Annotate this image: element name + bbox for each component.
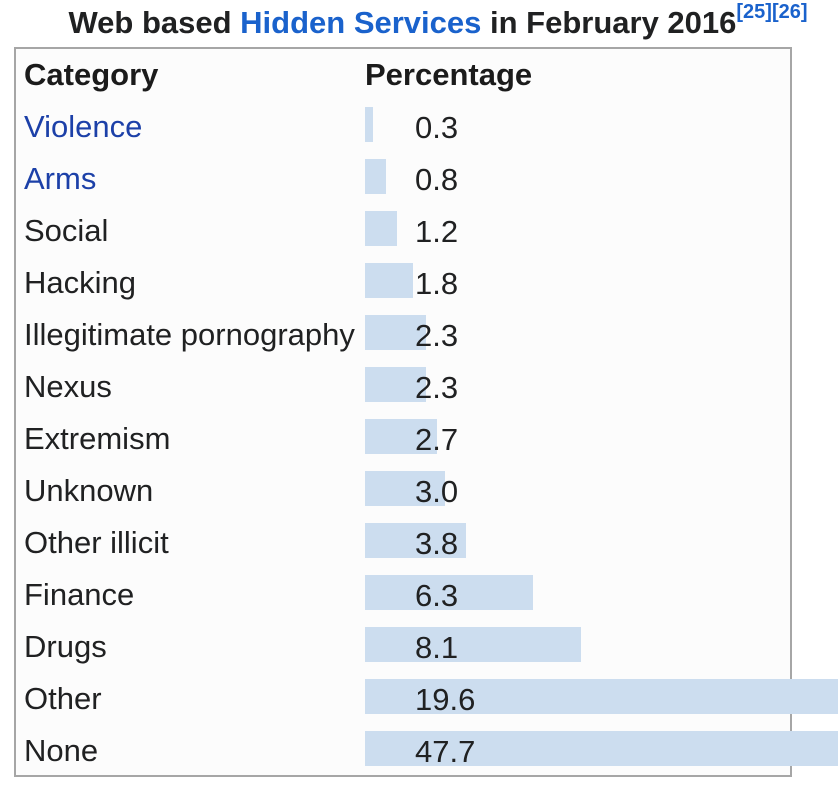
percentage-bar <box>365 419 437 454</box>
citation-26-link[interactable]: [26] <box>771 1 808 23</box>
title-text-prefix: Web based <box>68 5 241 40</box>
percentage-value: 2.3 <box>415 370 459 405</box>
percentage-bar <box>365 211 397 246</box>
category-column-header: Category <box>24 57 159 92</box>
percentage-value: 0.3 <box>415 110 459 145</box>
table-row: Illegitimate pornography 2.3 <box>16 309 790 361</box>
table-row: Social 1.2 <box>16 205 790 257</box>
percentage-bar <box>365 159 387 194</box>
percentage-bar <box>365 575 533 610</box>
percentage-bar <box>365 731 838 766</box>
category-label: Other illicit <box>24 525 169 560</box>
category-label: Social <box>24 213 109 248</box>
category-label: Nexus <box>24 369 112 404</box>
percentage-bar <box>365 367 427 402</box>
percentage-value: 19.6 <box>415 682 476 717</box>
table-row: Other illicit 3.8 <box>16 517 790 569</box>
table-row: Drugs 8.1 <box>16 621 790 673</box>
percentage-bar <box>365 263 413 298</box>
percentage-bar <box>365 315 427 350</box>
percentage-value: 6.3 <box>415 578 459 613</box>
percentage-value: 1.2 <box>415 214 459 249</box>
title-text-suffix: in February 2016 <box>481 5 737 40</box>
table-row: Arms 0.8 <box>16 153 790 205</box>
category-label: Finance <box>24 577 135 612</box>
table-body: Violence 0.3 Arms 0.8 Social 1.2 Hacking 1.8 Ill… <box>16 101 838 777</box>
table-row: Hacking 1.8 <box>16 257 790 309</box>
percentage-bar <box>365 471 445 506</box>
percentage-column-header: Percentage <box>365 57 533 92</box>
category-label: Hacking <box>24 265 136 300</box>
percentage-value: 3.8 <box>415 526 459 561</box>
category-label: Illegitimate pornography <box>24 317 355 352</box>
percentage-bar <box>365 679 838 714</box>
table-row: Extremism 2.7 <box>16 413 790 465</box>
table-header-row: Category Percentage <box>16 49 790 101</box>
category-link[interactable]: Violence <box>24 109 143 144</box>
percentage-bar <box>365 523 467 558</box>
category-label: Other <box>24 681 102 716</box>
percentage-value: 2.3 <box>415 318 459 353</box>
percentage-value: 8.1 <box>415 630 459 665</box>
category-label: None <box>24 733 99 768</box>
table-row: Nexus 2.3 <box>16 361 790 413</box>
percentage-value: 0.8 <box>415 162 459 197</box>
chart-title: Web based Hidden Services in February 20… <box>0 0 838 46</box>
percentage-value: 3.0 <box>415 474 459 509</box>
table-row: Unknown 3.0 <box>16 465 790 517</box>
hidden-services-link[interactable]: Hidden Services <box>240 5 482 40</box>
table-row: Violence 0.3 <box>16 101 790 153</box>
percentage-value: 2.7 <box>415 422 459 457</box>
category-link[interactable]: Arms <box>24 161 97 196</box>
table-row: Finance 6.3 <box>16 569 790 621</box>
percentage-bar <box>365 627 581 662</box>
percentage-value: 1.8 <box>415 266 459 301</box>
percentage-value: 47.7 <box>415 734 476 769</box>
category-label: Extremism <box>24 421 171 456</box>
table-row: None 47.7 <box>16 725 838 777</box>
category-label: Drugs <box>24 629 107 664</box>
citation-25-link[interactable]: [25] <box>736 1 772 23</box>
percentage-bar <box>365 107 373 142</box>
category-label: Unknown <box>24 473 154 508</box>
hidden-services-table: Category Percentage Violence 0.3 Arms 0.8 So… <box>14 47 838 777</box>
table-row: Other 19.6 <box>16 673 838 725</box>
